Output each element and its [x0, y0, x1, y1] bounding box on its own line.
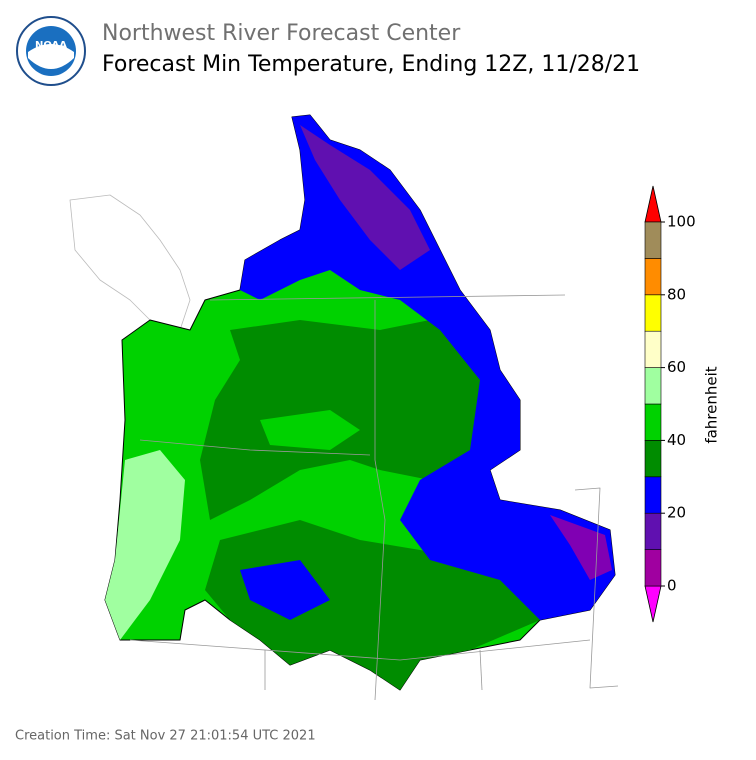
colorbar-tick-label: 100	[667, 213, 696, 231]
map-title: Forecast Min Temperature, Ending 12Z, 11…	[102, 52, 640, 77]
logo-text: NOAA	[35, 40, 67, 51]
colorbar-label: fahrenheit	[703, 366, 721, 443]
colorbar-segment	[644, 367, 662, 405]
colorbar-segment	[644, 330, 662, 368]
org-title: Northwest River Forecast Center	[102, 21, 461, 46]
colorbar-under	[644, 585, 662, 623]
colorbar-segment	[644, 549, 662, 587]
colorbar: 0 20 40 60 80 100	[644, 185, 696, 623]
colorbar-segment	[644, 440, 662, 478]
logo: NOAA	[16, 16, 86, 86]
colorbar-segment	[644, 221, 662, 259]
colorbar-segment	[644, 403, 662, 441]
colorbar-over	[644, 185, 662, 223]
colorbar-tick-label: 0	[667, 577, 677, 595]
colorbar-segment	[644, 258, 662, 296]
colorbar-segment	[644, 294, 662, 332]
map	[69, 114, 619, 701]
colorbar-tick-label: 60	[667, 358, 686, 376]
colorbar-tick-label: 20	[667, 504, 686, 522]
colorbar-tick-label: 40	[667, 431, 686, 449]
colorbar-segment	[644, 512, 662, 550]
creation-time: Creation Time: Sat Nov 27 21:01:54 UTC 2…	[15, 729, 316, 744]
colorbar-segment	[644, 476, 662, 514]
colorbar-tick-label: 80	[667, 285, 686, 303]
